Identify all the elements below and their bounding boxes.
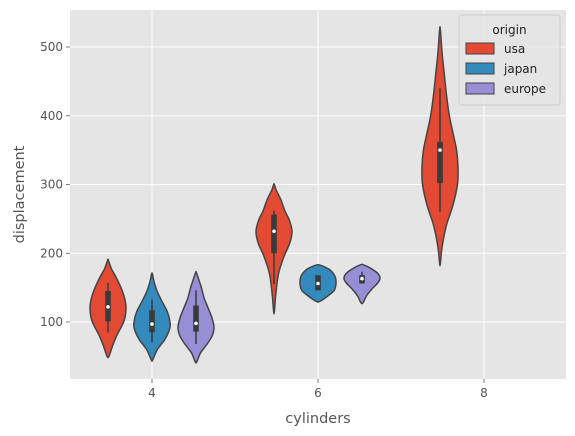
median-japan-6	[316, 281, 320, 286]
median-europe-4	[194, 321, 198, 326]
iqr-box-europe-4	[193, 305, 199, 332]
y-axis-label: displacement	[12, 145, 28, 243]
median-usa-6	[272, 229, 276, 234]
y-tick-label: 200	[40, 246, 63, 260]
legend: origin usa japan europe	[458, 14, 561, 106]
median-usa-4	[106, 305, 110, 309]
legend-label-japan: japan	[503, 62, 537, 76]
y-tick-label: 500	[40, 40, 63, 54]
legend-label-usa: usa	[504, 42, 525, 56]
x-tick-label: 6	[314, 386, 322, 400]
iqr-box-usa-8	[437, 141, 443, 184]
legend-title: origin	[492, 23, 526, 37]
y-tick-label: 400	[40, 109, 63, 123]
x-axis: 4 6 8	[148, 379, 488, 400]
x-tick-label: 8	[480, 386, 488, 400]
median-japan-4	[150, 322, 154, 326]
violins	[89, 25, 459, 364]
x-tick-label: 4	[148, 386, 156, 400]
iqr-box-japan-4	[149, 310, 155, 333]
median-usa-8	[438, 148, 442, 152]
y-tick-label: 100	[40, 315, 63, 329]
y-tick-label: 300	[40, 178, 63, 192]
legend-swatch-usa	[465, 42, 495, 55]
iqr-box-usa-6	[271, 214, 277, 254]
legend-items: usa japan europe	[465, 42, 546, 96]
legend-swatch-japan	[465, 62, 495, 75]
median-europe-6	[360, 276, 364, 281]
y-axis: 100 200 300 400 500	[40, 40, 70, 329]
legend-swatch-europe	[465, 82, 495, 95]
violin-europe-6	[343, 263, 381, 305]
x-axis-label: cylinders	[285, 411, 350, 427]
legend-label-europe: europe	[504, 82, 546, 96]
